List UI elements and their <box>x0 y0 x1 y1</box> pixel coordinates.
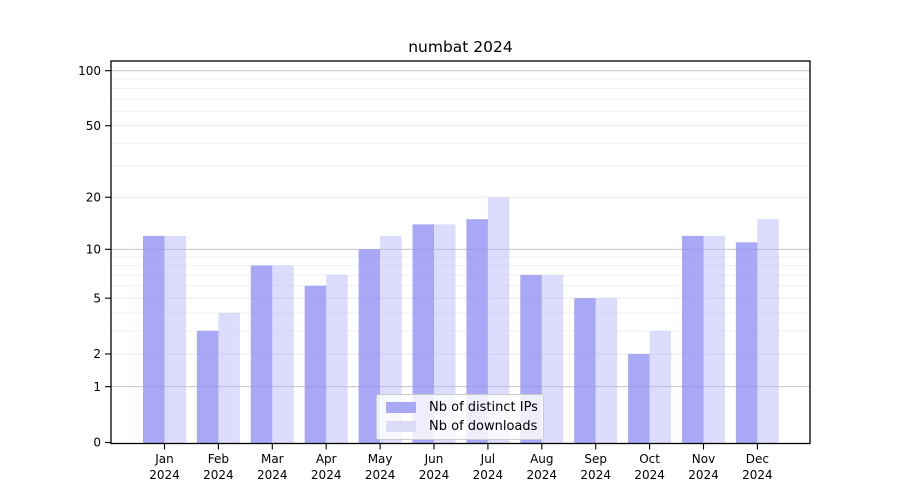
x-tick-label-month: Apr <box>316 452 337 466</box>
bar-distinct-ips <box>682 235 704 444</box>
x-tick-label-year: 2024 <box>257 468 288 482</box>
x-tick-label-month: Jun <box>424 452 444 466</box>
x-tick-label-month: May <box>368 452 393 466</box>
y-tick-label: 0 <box>93 436 101 450</box>
x-tick-label-year: 2024 <box>311 468 342 482</box>
x-tick-label-year: 2024 <box>365 468 396 482</box>
bar-downloads <box>595 298 618 444</box>
bar-downloads <box>434 224 456 444</box>
legend-label-distinct-ips: Nb of distinct IPs <box>429 400 538 415</box>
y-tick-label: 50 <box>86 119 101 133</box>
bar-distinct-ips <box>735 242 758 444</box>
y-tick-label: 2 <box>93 347 101 361</box>
bar-distinct-ips <box>304 285 327 444</box>
x-tick-label-year: 2024 <box>419 468 450 482</box>
x-tick-label-year: 2024 <box>473 468 504 482</box>
x-tick-label-month: Mar <box>261 452 284 466</box>
bar-downloads <box>272 265 294 444</box>
legend: Nb of distinct IPs Nb of downloads <box>376 394 544 440</box>
bar-distinct-ips <box>574 298 596 444</box>
x-tick-label-year: 2024 <box>527 468 558 482</box>
x-tick-label-year: 2024 <box>688 468 719 482</box>
legend-item-distinct-ips: Nb of distinct IPs <box>386 400 538 415</box>
y-tick-label: 5 <box>93 291 101 305</box>
bar-distinct-ips <box>196 330 219 444</box>
x-tick-label-month: Oct <box>639 452 660 466</box>
bar-distinct-ips <box>466 219 488 444</box>
x-tick-label-year: 2024 <box>580 468 611 482</box>
x-tick-label-year: 2024 <box>634 468 665 482</box>
x-tick-label-month: Jul <box>480 452 495 466</box>
x-tick-label-year: 2024 <box>149 468 180 482</box>
bar-distinct-ips <box>412 224 434 444</box>
bar-distinct-ips <box>628 353 650 444</box>
y-tick-label: 20 <box>86 190 101 204</box>
y-tick-label: 1 <box>93 380 101 394</box>
y-tick-label: 10 <box>86 243 101 257</box>
bar-downloads <box>380 235 402 444</box>
legend-swatch-downloads <box>386 421 416 432</box>
bar-downloads <box>326 274 348 444</box>
x-tick-label-month: Dec <box>746 452 769 466</box>
bar-distinct-ips <box>250 265 273 444</box>
bar-distinct-ips <box>358 249 381 444</box>
bar-downloads <box>487 197 510 444</box>
x-tick-label-month: Jan <box>154 452 174 466</box>
legend-swatch-distinct-ips <box>386 402 416 413</box>
x-tick-label-year: 2024 <box>742 468 773 482</box>
bar-downloads <box>703 235 725 444</box>
legend-item-downloads: Nb of downloads <box>386 419 538 434</box>
legend-label-downloads: Nb of downloads <box>429 419 538 434</box>
bar-downloads <box>218 312 240 444</box>
plot-border <box>110 60 811 445</box>
bar-distinct-ips <box>143 235 165 444</box>
x-tick-label-month: Sep <box>584 452 607 466</box>
bar-downloads <box>649 330 672 444</box>
x-tick-label-month: Nov <box>692 452 715 466</box>
chart-title: numbat 2024 <box>408 38 513 56</box>
x-tick-label-month: Aug <box>530 452 553 466</box>
bar-downloads <box>541 274 564 444</box>
x-tick-label-month: Feb <box>208 452 229 466</box>
bar-downloads <box>757 219 779 444</box>
x-tick-label-year: 2024 <box>203 468 234 482</box>
bar-downloads <box>164 235 186 444</box>
y-tick-label: 100 <box>78 64 101 78</box>
